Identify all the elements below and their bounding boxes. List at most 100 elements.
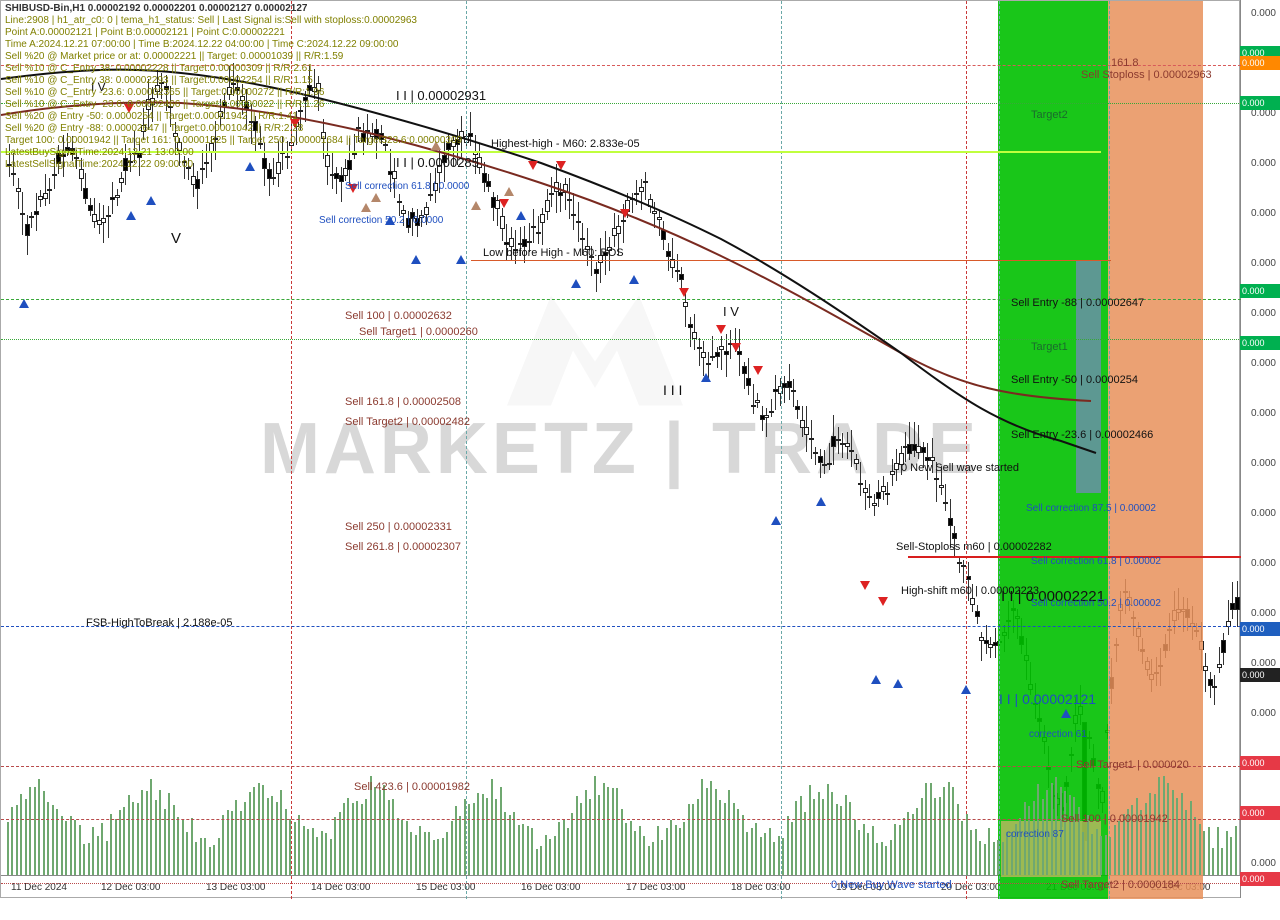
y-tick: 0.000 — [1251, 458, 1276, 469]
chart-label: V — [171, 230, 181, 247]
chart-label: 0 New Buy Wave started — [831, 879, 952, 891]
chart-label: Highest-high - M60: 2.833e-05 — [491, 138, 640, 150]
chart-label: Sell-Stoploss m60 | 0.00002282 — [896, 541, 1052, 553]
chart-label: Low before High - M60: BOS — [483, 247, 624, 259]
y-price-box: 0.000 — [1240, 96, 1280, 110]
chart-label: FSB-HighToBreak | 2.188e-05 — [86, 617, 233, 629]
y-tick: 0.000 — [1251, 358, 1276, 369]
arrow-up-icon — [471, 201, 481, 210]
y-price-box: 0.000 — [1240, 756, 1280, 770]
chart-label: Sell Stoploss | 0.00002963 — [1081, 69, 1212, 81]
chart-label: Sell correction 87.5 | 0.00002 — [1026, 503, 1156, 514]
arrow-down-icon — [878, 597, 888, 606]
y-price-box: 0.000 — [1240, 284, 1280, 298]
header-info-line: Sell %20 @ Entry -88: 0.00002647 || Targ… — [5, 123, 462, 135]
chart-label: Sell Target2 | 0.0000184 — [1061, 879, 1180, 891]
arrow-down-icon — [860, 581, 870, 590]
header-info-line: Target 100: 0.00001942 || Target 161: 0.… — [5, 135, 462, 147]
chart-header-info: SHIBUSD-Bin,H1 0.00002192 0.00002201 0.0… — [5, 3, 462, 171]
arrow-down-icon — [620, 209, 630, 218]
arrow-up-icon — [516, 211, 526, 220]
y-price-box: 0.000 — [1240, 668, 1280, 682]
chart-label: Sell 100 | 0.00001942 — [1061, 813, 1168, 825]
chart-label: Sell Target1 | 0.0000260 — [359, 326, 478, 338]
header-info-line: Sell %10 @ C_Entry -23.6: 0.00002466 || … — [5, 99, 462, 111]
y-tick: 0.000 — [1251, 508, 1276, 519]
arrow-down-icon — [716, 325, 726, 334]
y-tick: 0.000 — [1251, 608, 1276, 619]
y-tick: 0.000 — [1251, 558, 1276, 569]
y-tick: 0.000 — [1251, 208, 1276, 219]
header-info-line: Time A:2024.12.21 07:00:00 | Time B:2024… — [5, 39, 462, 51]
header-info-line: LatestBuySignalTime:2024.12.21 13:00:00 — [5, 147, 462, 159]
y-tick: 0.000 — [1251, 308, 1276, 319]
arrow-up-icon — [961, 685, 971, 694]
chart-label: Sell 250 | 0.00002331 — [345, 521, 452, 533]
header-info-line: Sell %20 @ Entry -50: 0.0000254 || Targe… — [5, 111, 462, 123]
y-tick: 0.000 — [1251, 8, 1276, 19]
y-price-box: 0.000 — [1240, 622, 1280, 636]
chart-label: Sell correction 50.2 | 0.0000 — [319, 215, 443, 226]
y-axis: 0.000 0.000 0.000 0.000 0.000 0.000 0.000 0.000… — [1240, 0, 1280, 898]
arrow-up-icon — [871, 675, 881, 684]
arrow-up-icon — [411, 255, 421, 264]
arrow-up-icon — [456, 255, 466, 264]
arrow-up-icon — [771, 516, 781, 525]
chart-label: Sell Target1 | 0.000020 — [1076, 759, 1189, 771]
chart-label: I I | 0.00002121 — [999, 691, 1096, 707]
chart-label: Target1 — [1031, 341, 1068, 353]
header-info-line: Sell %20 @ Market price or at: 0.0000222… — [5, 51, 462, 63]
arrow-up-icon — [504, 187, 514, 196]
chart-label: correction 87 — [1006, 829, 1064, 840]
header-info-line: Line:2908 | h1_atr_c0: 0 | tema_h1_statu… — [5, 15, 462, 27]
arrow-up-icon — [629, 275, 639, 284]
chart-label: I V — [723, 304, 739, 319]
y-price-box: 0.000 — [1240, 872, 1280, 886]
chart-label: Sell correction 50.2 | 0.00002 — [1031, 598, 1161, 609]
chart-label: Sell correction 61.8 | 0.0000 — [345, 181, 469, 192]
arrow-up-icon — [361, 203, 371, 212]
header-info-line: Point A:0.00002121 | Point B:0.00002121 … — [5, 27, 462, 39]
arrow-up-icon — [19, 299, 29, 308]
header-info-line: Sell %10 @ C_Entry 38: 0.00002293 || Tar… — [5, 75, 462, 87]
arrow-down-icon — [731, 343, 741, 352]
arrow-up-icon — [146, 196, 156, 205]
arrow-down-icon — [499, 199, 509, 208]
y-price-box: 0.000 — [1240, 56, 1280, 70]
y-price-box: 0.000 — [1240, 336, 1280, 350]
chart-label: I I I — [663, 382, 682, 398]
arrow-up-icon — [893, 679, 903, 688]
arrow-down-icon — [556, 161, 566, 170]
arrow-down-icon — [679, 288, 689, 297]
chart-label: 161.8 — [1111, 57, 1139, 69]
chart-label: Target2 — [1031, 109, 1068, 121]
arrow-down-icon — [528, 161, 538, 170]
chart-label: Sell 161.8 | 0.00002508 — [345, 396, 461, 408]
chart-label: 0 New Sell wave started — [901, 462, 1019, 474]
y-tick: 0.000 — [1251, 858, 1276, 869]
header-info-line: Sell %10 @ C_Entry 38: 0.00002228 || Tar… — [5, 63, 462, 75]
chart-label: correction 61 — [1029, 729, 1087, 740]
y-tick: 0.000 — [1251, 158, 1276, 169]
symbol-line: SHIBUSD-Bin,H1 0.00002192 0.00002201 0.0… — [5, 3, 462, 15]
y-tick: 0.000 — [1251, 258, 1276, 269]
y-tick: 0.000 — [1251, 708, 1276, 719]
chart-label: Sell 423.6 | 0.00001982 — [354, 781, 470, 793]
chart-label: Sell 100 | 0.00002632 — [345, 310, 452, 322]
header-info-line: LatestSellSignalTime:2024.12.22 09:00:00 — [5, 159, 462, 171]
arrow-up-icon — [816, 497, 826, 506]
chart-area[interactable]: MARKETZ | TRADE SHIBUSD-Bin,H1 0.0000219… — [0, 0, 1240, 898]
header-info-line: Sell %10 @ C_Entry -23.6: 0.00002365 || … — [5, 87, 462, 99]
chart-label: Sell Target2 | 0.00002482 — [345, 416, 470, 428]
chart-label: Sell Entry -23.6 | 0.00002466 — [1011, 429, 1153, 441]
chart-label: Sell Entry -88 | 0.00002647 — [1011, 297, 1144, 309]
arrow-up-icon — [126, 211, 136, 220]
arrow-up-icon — [371, 193, 381, 202]
arrow-up-icon — [1061, 709, 1071, 718]
chart-label: Sell correction 61.8 | 0.00002 — [1031, 556, 1161, 567]
arrow-up-icon — [701, 373, 711, 382]
arrow-down-icon — [753, 366, 763, 375]
arrow-up-icon — [571, 279, 581, 288]
chart-label: Sell 261.8 | 0.00002307 — [345, 541, 461, 553]
chart-label: Sell Entry -50 | 0.0000254 — [1011, 374, 1138, 386]
